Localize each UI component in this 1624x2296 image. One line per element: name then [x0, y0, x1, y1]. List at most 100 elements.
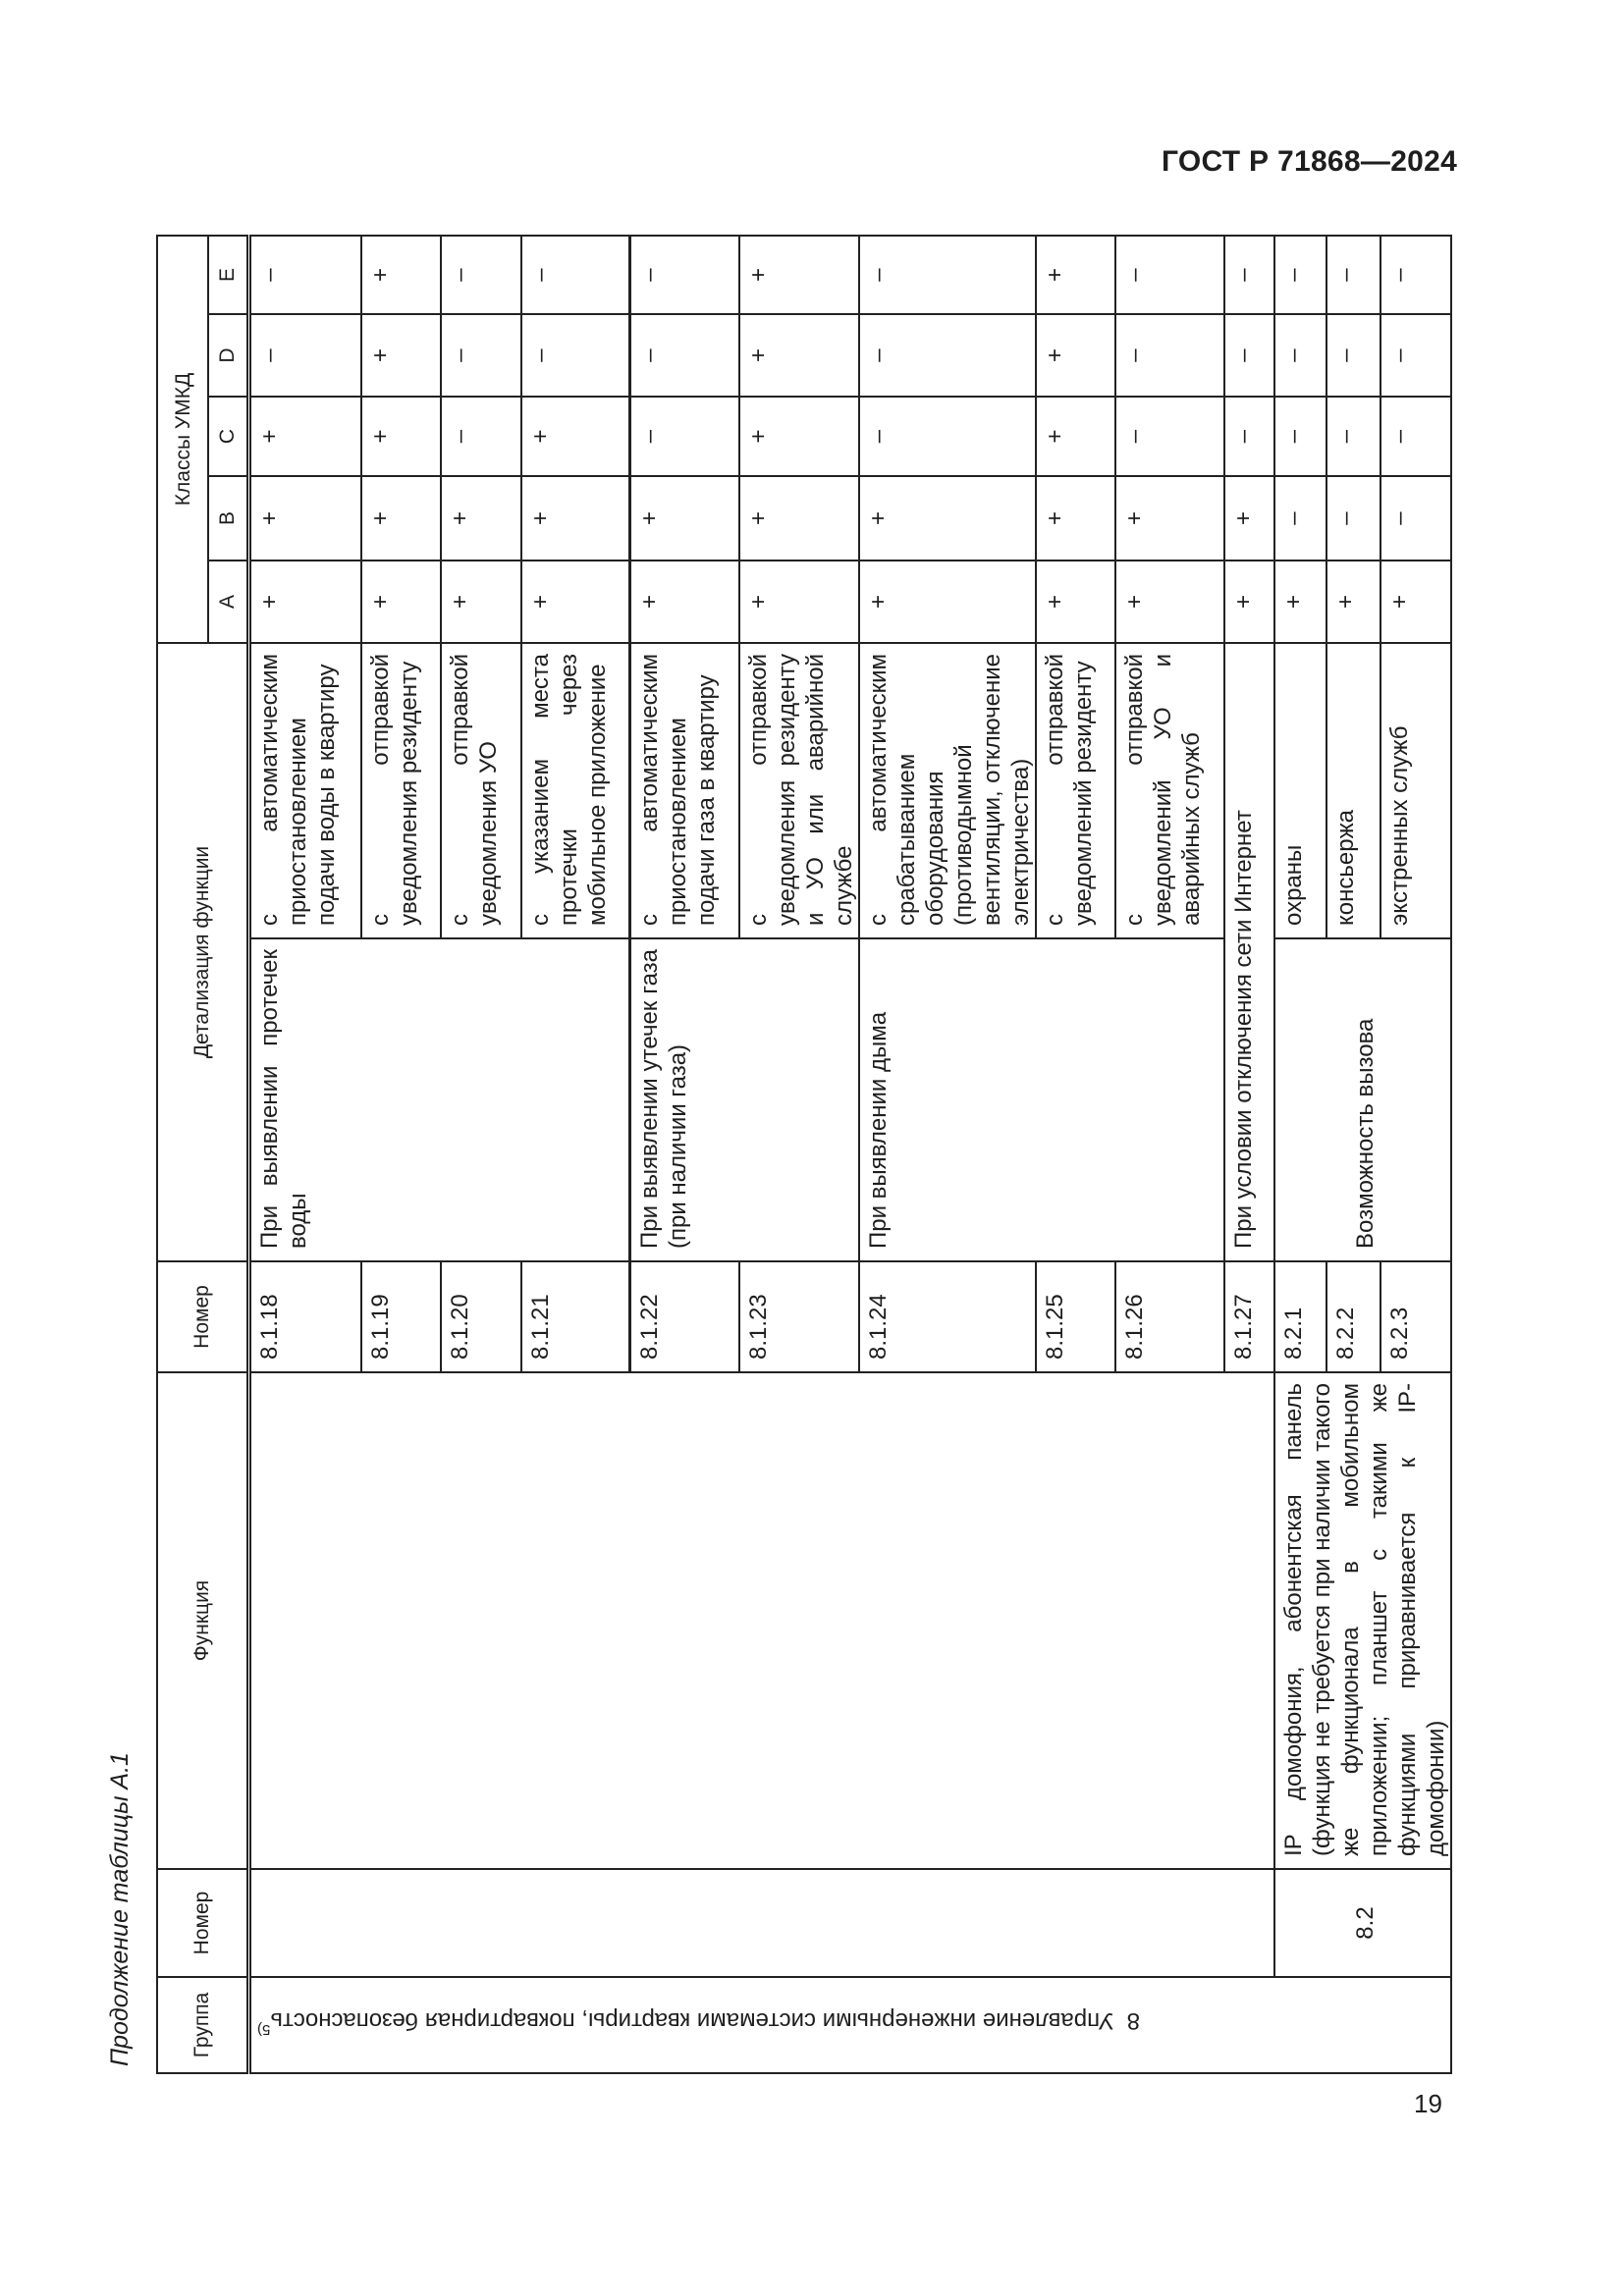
header-group: Группа [157, 1977, 248, 2073]
class-a-mark: + [739, 561, 859, 643]
header-function: Функция [157, 1372, 248, 1869]
class-d-mark: – [859, 314, 1036, 397]
row-number: 8.1.21 [521, 1261, 629, 1372]
class-e-mark: – [248, 236, 361, 314]
row-detail: с автоматическим срабатыванием оборудова… [859, 643, 1036, 938]
class-b-mark: + [1224, 476, 1274, 561]
class-a-mark: + [1380, 561, 1451, 643]
detail-group-call: Возможность вызова [1274, 938, 1451, 1261]
header-sub-number: Номер [157, 1261, 248, 1372]
class-e-mark: – [441, 236, 521, 314]
table-row: 8.2 IP домофония, абонентская панель (фун… [1274, 236, 1451, 2073]
class-a-mark: + [1036, 561, 1115, 643]
class-e-mark: – [859, 236, 1036, 314]
header-classes: Классы УМКД [157, 236, 208, 643]
row-number: 8.2.2 [1326, 1261, 1380, 1372]
row-number: 8.1.27 [1224, 1261, 1274, 1372]
class-e-mark: – [1380, 236, 1451, 314]
header-class-b: B [208, 476, 248, 561]
table-row: 8 Управление инженерными системами кварт… [248, 236, 1451, 2073]
class-b-mark: – [1380, 476, 1451, 561]
class-c-mark: – [1380, 397, 1451, 476]
class-a-mark: + [1274, 561, 1327, 643]
row-number: 8.1.20 [441, 1261, 521, 1372]
class-a-mark: + [1224, 561, 1274, 643]
rotated-table-block: Продолжение таблицы А.1 Группа Номер Фун… [98, 236, 1451, 2074]
row-detail: с отправкой уведомления УО [441, 643, 521, 938]
class-d-mark: – [1274, 314, 1327, 397]
header-class-e: E [208, 236, 248, 314]
class-b-mark: + [1115, 476, 1224, 561]
class-e-mark: – [629, 236, 739, 314]
row-number: 8.2.1 [1274, 1261, 1327, 1372]
class-c-mark: – [1274, 397, 1327, 476]
class-a-mark: + [1326, 561, 1380, 643]
class-c-mark: + [361, 397, 441, 476]
number-cell-empty [248, 1869, 1274, 1977]
class-b-mark: + [629, 476, 739, 561]
row-detail: охраны [1274, 643, 1327, 938]
row-number: 8.1.18 [248, 1261, 361, 1372]
detail-group-internet: При условии отключения сети Интернет [1224, 643, 1274, 1261]
class-c-mark: – [1115, 397, 1224, 476]
header-detail: Детализация функции [157, 643, 248, 1261]
detail-group-gas: При выявлении утечек газа (при наличии г… [629, 938, 859, 1261]
class-c-mark: – [629, 397, 739, 476]
class-e-mark: + [361, 236, 441, 314]
class-e-mark: + [1036, 236, 1115, 314]
document-id: ГОСТ Р 71868—2024 [1162, 145, 1458, 178]
row-detail: с указанием места протечки через мобильн… [521, 643, 629, 938]
class-d-mark: – [1115, 314, 1224, 397]
row-number: 8.1.22 [629, 1261, 739, 1372]
detail-group-smoke: При выявлении дыма [859, 938, 1224, 1261]
row-detail: с отправкой уведомлений резиденту [1036, 643, 1115, 938]
functions-table: Группа Номер Функция Номер Детализация ф… [156, 235, 1452, 2074]
class-b-mark: + [441, 476, 521, 561]
class-c-mark: + [248, 397, 361, 476]
class-b-mark: + [739, 476, 859, 561]
class-d-mark: – [1326, 314, 1380, 397]
class-e-mark: – [1224, 236, 1274, 314]
page-number: 19 [1414, 2089, 1442, 2118]
class-d-mark: – [1224, 314, 1274, 397]
class-d-mark: – [248, 314, 361, 397]
class-d-mark: + [361, 314, 441, 397]
row-number: 8.1.24 [859, 1261, 1036, 1372]
class-b-mark: – [1326, 476, 1380, 561]
row-detail: с отправкой уведомления резиденту [361, 643, 441, 938]
class-b-mark: + [521, 476, 629, 561]
row-number: 8.2.3 [1380, 1261, 1451, 1372]
class-c-mark: – [1224, 397, 1274, 476]
function-cell: IP домофония, абонентская панель (функци… [1274, 1372, 1451, 1869]
header-class-d: D [208, 314, 248, 397]
group-cell: 8 Управление инженерными системами кварт… [248, 1977, 1451, 2073]
class-a-mark: + [521, 561, 629, 643]
class-b-mark: + [1036, 476, 1115, 561]
class-a-mark: + [859, 561, 1036, 643]
class-d-mark: – [629, 314, 739, 397]
class-c-mark: + [521, 397, 629, 476]
class-c-mark: – [1326, 397, 1380, 476]
row-number: 8.1.25 [1036, 1261, 1115, 1372]
class-c-mark: – [441, 397, 521, 476]
header-class-c: C [208, 397, 248, 476]
class-b-mark: + [859, 476, 1036, 561]
row-detail: с отправкой уведомления резиденту и УО и… [739, 643, 859, 938]
header-number: Номер [157, 1869, 248, 1977]
row-detail: консьержа [1326, 643, 1380, 938]
class-b-mark: + [248, 476, 361, 561]
class-a-mark: + [1115, 561, 1224, 643]
class-a-mark: + [441, 561, 521, 643]
class-c-mark: + [1036, 397, 1115, 476]
function-cell-empty [248, 1372, 1274, 1869]
class-b-mark: + [361, 476, 441, 561]
function-number-cell: 8.2 [1274, 1869, 1451, 1977]
class-d-mark: + [739, 314, 859, 397]
class-a-mark: + [361, 561, 441, 643]
row-number: 8.1.19 [361, 1261, 441, 1372]
header-class-a: A [208, 561, 248, 643]
class-c-mark: + [739, 397, 859, 476]
row-detail: с отправкой уведомлений УО и аварийных с… [1115, 643, 1224, 938]
group-title: 8 Управление инженерными системами кварт… [256, 2007, 1140, 2039]
class-d-mark: – [441, 314, 521, 397]
